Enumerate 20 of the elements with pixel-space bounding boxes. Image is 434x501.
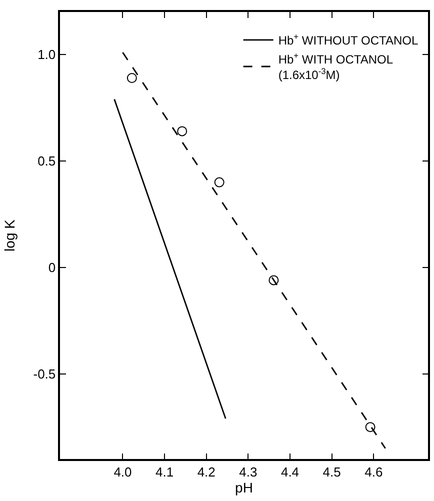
point bbox=[126, 72, 137, 83]
y-tick-label: 0 bbox=[48, 260, 56, 275]
y-tick-label: 0.5 bbox=[38, 154, 56, 169]
x-axis-title: pH bbox=[235, 479, 253, 496]
point bbox=[365, 422, 376, 432]
x-tick-label: 4.5 bbox=[322, 464, 341, 480]
y-tick-label: 1.0 bbox=[38, 47, 56, 62]
x-tick-label: 4.4 bbox=[280, 464, 300, 480]
x-tick-label: 4.3 bbox=[239, 464, 258, 480]
point bbox=[268, 275, 279, 286]
legend-label: Hb$^{+}$ WITH OCTANOL (1.6x10$^{-3}$M) bbox=[278, 50, 394, 82]
point bbox=[177, 126, 188, 136]
x-tick-label: 4.1 bbox=[156, 464, 174, 480]
y-axis-title: log K bbox=[1, 218, 18, 252]
x-tick-label: 4.6 bbox=[364, 464, 383, 480]
point bbox=[214, 177, 224, 188]
x-tick-label: 4.2 bbox=[197, 464, 216, 480]
y-tick-label: -0.5 bbox=[33, 366, 56, 382]
x-tick-label: 4.0 bbox=[114, 464, 132, 480]
legend-label: Hb$^{+}$ WITHOUT OCTANOL bbox=[278, 32, 418, 48]
